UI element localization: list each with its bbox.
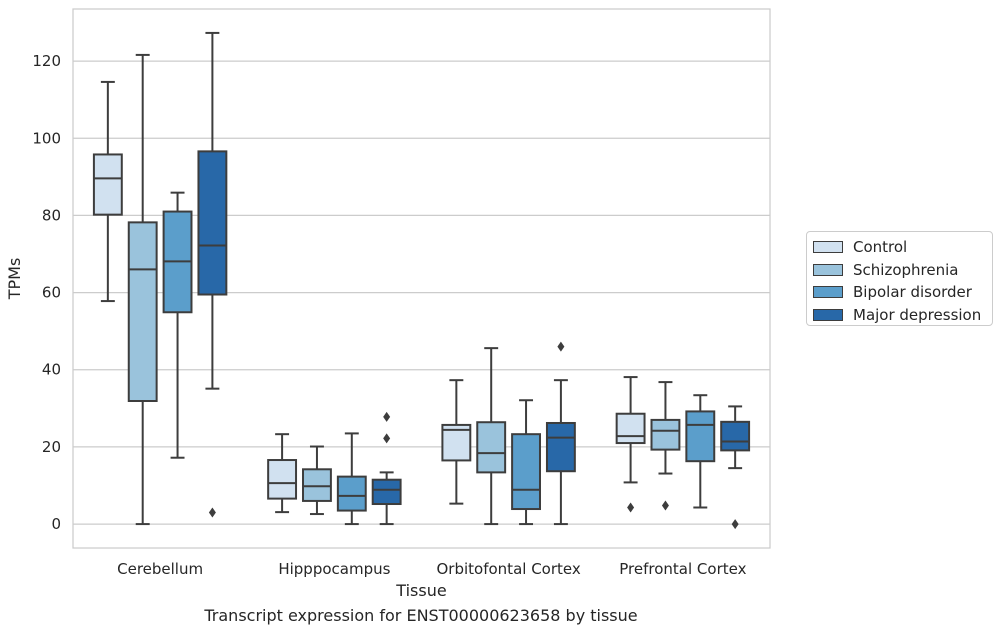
x-tick-label: Prefrontal Cortex: [619, 560, 746, 578]
y-axis-label: TPMs: [5, 258, 24, 301]
legend-swatch: [813, 308, 843, 321]
outlier-point: [731, 519, 739, 530]
y-tick-label: 60: [42, 284, 61, 302]
box-iqr: [267, 459, 298, 500]
y-tick-label: 80: [42, 206, 61, 224]
box-2-1: [127, 53, 158, 526]
box-3-2: [336, 432, 367, 526]
y-tick-label: 40: [42, 361, 61, 379]
box-iqr: [371, 478, 402, 506]
outlier-point: [557, 341, 565, 352]
box-1-2: [267, 433, 298, 514]
plot-frame: [72, 8, 771, 549]
y-tick-label: 120: [32, 52, 61, 70]
box-iqr: [685, 410, 716, 463]
outlier-point: [627, 502, 635, 513]
box-1-1: [92, 80, 123, 303]
box-iqr: [511, 433, 541, 511]
x-tick-label: Orbitofontal Cortex: [437, 560, 581, 578]
x-tick-label: Cerebellum: [117, 560, 203, 578]
outlier-point: [383, 433, 391, 444]
y-tick-label: 0: [51, 515, 61, 533]
box-4-3: [545, 341, 576, 526]
box-2-4: [650, 381, 681, 511]
chart-caption: Transcript expression for ENST0000062365…: [204, 606, 638, 625]
y-tick-label: 100: [32, 129, 61, 147]
x-axis-ticks: Cerebellum Hipppocampus Orbitofontal Corte…: [117, 560, 746, 578]
legend-item: Control: [807, 236, 992, 259]
y-axis-ticks: 0 20 40 60 80 100 120: [32, 52, 61, 533]
x-axis-label: Tissue: [395, 581, 446, 600]
box-iqr: [127, 221, 158, 402]
outlier-point: [208, 507, 216, 518]
box-iqr: [476, 421, 507, 474]
outlier-point: [661, 500, 669, 511]
legend-label: Schizophrenia: [853, 260, 959, 279]
box-2-2: [302, 445, 332, 516]
box-3-3: [511, 399, 541, 526]
legend-label: Major depression: [853, 305, 982, 324]
box-1-4: [615, 376, 646, 513]
box-4-1: [197, 31, 228, 518]
box-iqr: [545, 421, 576, 473]
legend-item: Bipolar disorder: [807, 281, 992, 304]
legend-swatch: [813, 241, 843, 254]
box-1-3: [441, 379, 472, 505]
legend-label: Control: [853, 238, 908, 257]
box-iqr: [92, 153, 123, 216]
box-iqr: [720, 420, 751, 452]
box-iqr: [336, 475, 367, 512]
outlier-point: [383, 411, 391, 422]
box-iqr: [197, 150, 228, 296]
legend-swatch: [813, 263, 843, 276]
box-4-4: [720, 405, 751, 530]
y-tick-label: 20: [42, 438, 61, 456]
x-tick-label: Hipppocampus: [278, 560, 390, 578]
box-iqr: [615, 412, 646, 445]
legend: Control Schizophrenia Bipolar disorder Majo…: [806, 231, 993, 326]
box-3-1: [162, 191, 193, 459]
box-series: [92, 31, 751, 530]
box-iqr: [650, 418, 681, 451]
legend-item: Schizophrenia: [807, 259, 992, 282]
box-iqr: [302, 468, 332, 502]
legend-item: Major depression: [807, 304, 992, 327]
box-4-2: [371, 411, 402, 526]
box-3-4: [685, 394, 716, 509]
legend-label: Bipolar disorder: [853, 283, 972, 302]
box-2-3: [476, 347, 507, 526]
legend-swatch: [813, 286, 843, 299]
